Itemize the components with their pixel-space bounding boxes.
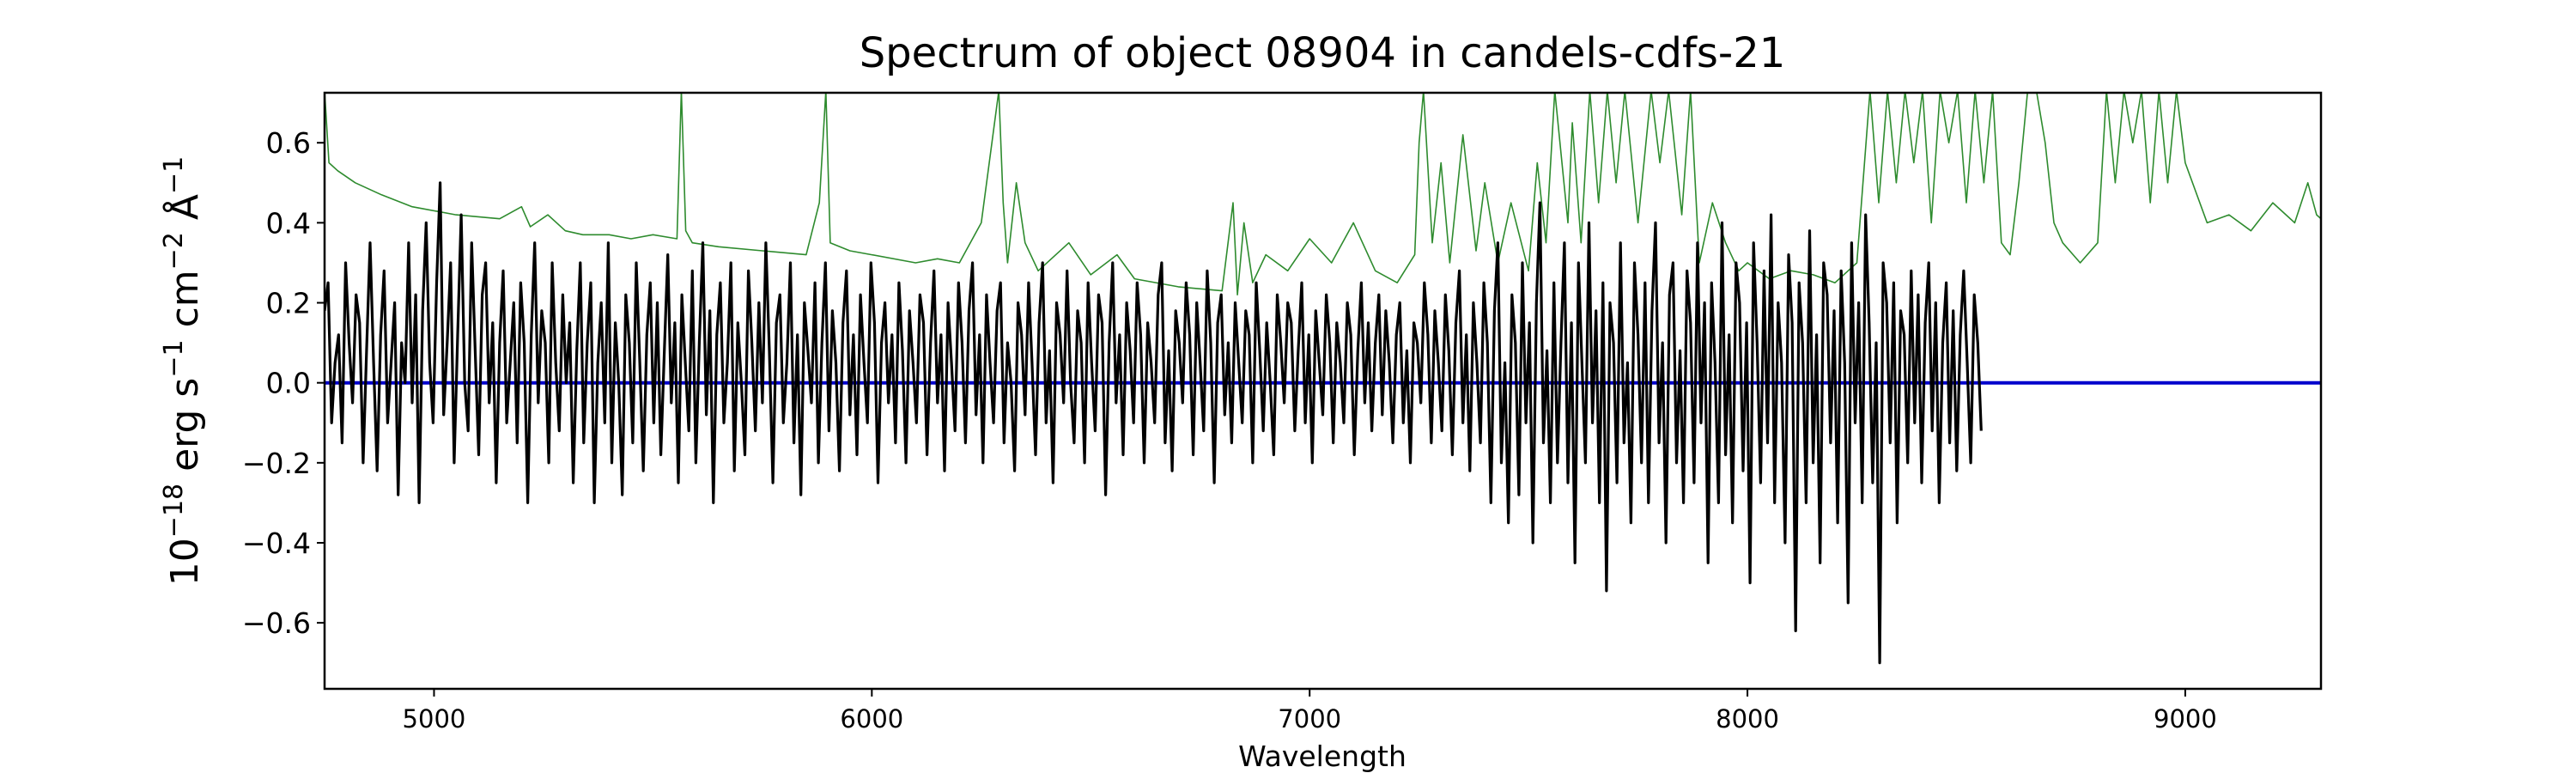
x-tick-label: 7000 (1278, 704, 1341, 733)
y-tick-label: 0.0 (266, 367, 311, 400)
y-tick-label: 0.4 (266, 206, 311, 240)
ylabel-part: 10 (163, 538, 207, 586)
ylabel-sup: −18 (159, 484, 189, 538)
ylabel-sup: −1 (159, 156, 189, 194)
y-tick-label: −0.4 (242, 526, 311, 560)
y-tick-label: −0.6 (242, 606, 311, 640)
ylabel-part: Å (161, 194, 207, 232)
x-tick-label: 5000 (403, 704, 466, 733)
plot-area-frame (323, 91, 2323, 691)
x-tick-label: 6000 (840, 704, 903, 733)
y-tick-label: 0.6 (266, 126, 311, 160)
flux-spectrum-line (325, 181, 1983, 665)
x-tick-label: 9000 (2154, 704, 2217, 733)
y-axis-label: 10−18 erg s−1 cm−2 Å−1 (159, 156, 207, 586)
svg-text:10−18 erg s−1 cm−2 Å−1: 10−18 erg s−1 cm−2 Å−1 (159, 156, 207, 586)
chart-title: Spectrum of object 08904 in candels-cdfs… (860, 29, 1786, 77)
x-axis-label: Wavelength (1238, 740, 1406, 773)
y-tick-label: 0.2 (266, 287, 311, 320)
series-layer (325, 93, 2321, 665)
ylabel-part: erg s (163, 378, 207, 484)
error-spectrum-line (325, 93, 2321, 296)
ylabel-part: cm (163, 270, 207, 339)
ticks-layer: 5000 6000 7000 8000 9000 −0.6 −0.4 −0.2 0.0 0.2 0.… (242, 126, 2217, 733)
ylabel-sup: −1 (159, 339, 189, 377)
y-tick-label: −0.2 (242, 447, 311, 480)
ylabel-sup: −2 (159, 232, 189, 270)
x-tick-label: 8000 (1716, 704, 1779, 733)
